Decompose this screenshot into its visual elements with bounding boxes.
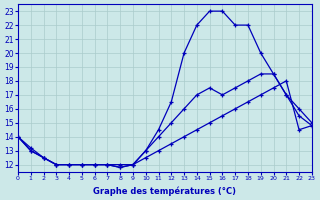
- X-axis label: Graphe des températures (°C): Graphe des températures (°C): [93, 186, 236, 196]
